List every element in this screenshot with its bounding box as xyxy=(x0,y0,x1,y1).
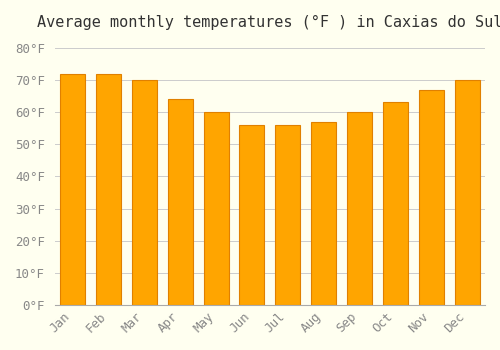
Bar xyxy=(454,80,479,305)
Bar xyxy=(168,99,193,305)
Bar xyxy=(240,125,264,305)
Bar xyxy=(347,112,372,305)
Bar xyxy=(204,112,229,305)
Bar xyxy=(275,125,300,305)
Bar xyxy=(418,90,444,305)
Bar xyxy=(96,74,121,305)
Bar xyxy=(383,103,408,305)
Bar xyxy=(60,74,85,305)
Bar xyxy=(311,122,336,305)
Title: Average monthly temperatures (°F ) in Caxias do Sul: Average monthly temperatures (°F ) in Ca… xyxy=(37,15,500,30)
Bar xyxy=(132,80,157,305)
